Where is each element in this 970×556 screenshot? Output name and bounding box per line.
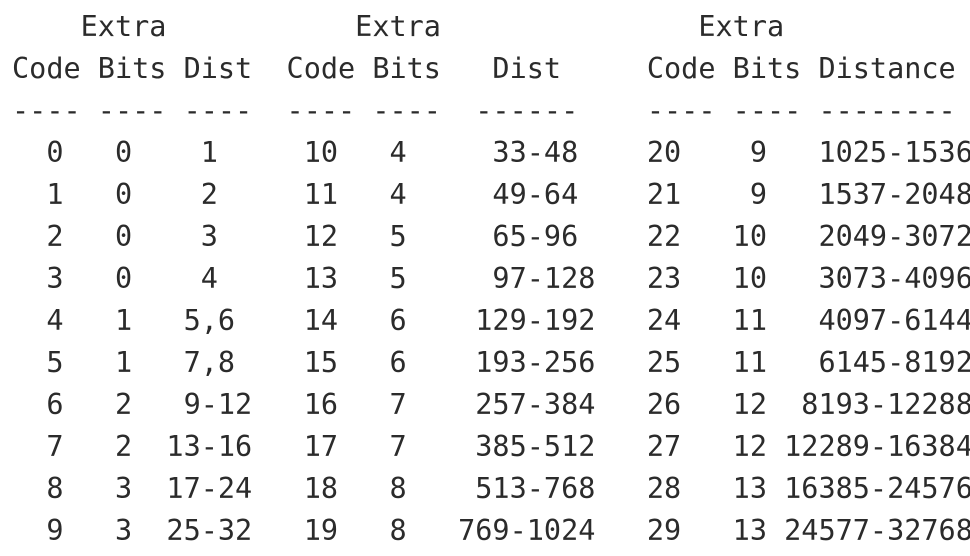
table-row: 3 0 4 13 5 97-128 23 10 3073-4096 [12,258,970,300]
header-divider-row: ---- ---- ---- ---- ---- ------ ---- ---… [12,90,970,132]
table-row: 7 2 13-16 17 7 385-512 27 12 12289-16384 [12,426,970,468]
table-row: 4 1 5,6 14 6 129-192 24 11 4097-6144 [12,300,970,342]
table-row: 5 1 7,8 15 6 193-256 25 11 6145-8192 [12,342,970,384]
table-row: 1 0 2 11 4 49-64 21 9 1537-2048 [12,174,970,216]
table-row: 2 0 3 12 5 65-96 22 10 2049-3072 [12,216,970,258]
table-row: 6 2 9-12 16 7 257-384 26 12 8193-12288 [12,384,970,426]
table-row: 9 3 25-32 19 8 769-1024 29 13 24577-3276… [12,510,970,552]
distance-code-table: Extra Extra Extra Code Bits Dist Code Bit… [12,6,970,552]
table-row: 0 0 1 10 4 33-48 20 9 1025-1536 [12,132,970,174]
table-row: 8 3 17-24 18 8 513-768 28 13 16385-24576 [12,468,970,510]
header-extra-row: Extra Extra Extra [12,6,970,48]
header-columns-row: Code Bits Dist Code Bits Dist Code Bits … [12,48,970,90]
